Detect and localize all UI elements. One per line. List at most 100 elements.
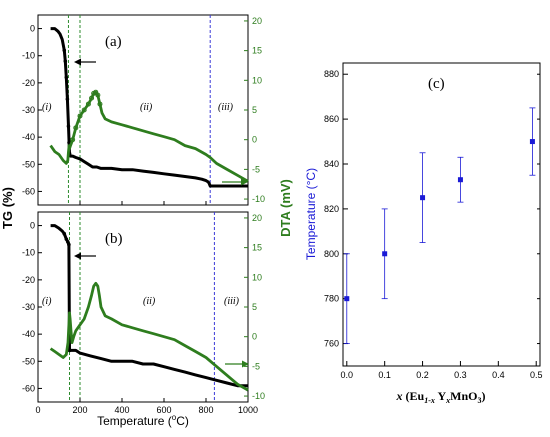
panel-b-right-tick-label-2: 10 — [252, 272, 262, 282]
panel-a-tg-point-5 — [62, 48, 67, 53]
panel-b-series-dta-line — [49, 281, 249, 392]
panel-a-right-tick-label-5: -5 — [252, 164, 260, 174]
panel-a-right-tick-label-1: 15 — [252, 46, 262, 56]
x-axis-ticks: 0 200 400 600 800 1000 — [35, 405, 258, 415]
panel-a-label: (a) — [105, 34, 122, 50]
panel-c-point-1 — [382, 251, 388, 257]
tg-axis-label: TG (%) — [0, 187, 15, 229]
panel-a-region-i: (i) — [42, 102, 52, 113]
panel-b-left-tick-label-5: -50 — [22, 356, 35, 366]
panel-b-region-iii: (iii) — [224, 296, 240, 307]
panel-c-point-4 — [529, 139, 535, 145]
panel-c-point-0 — [344, 296, 350, 302]
panel-c-point-3 — [457, 177, 463, 183]
x-tick-label-0: 0 — [35, 405, 40, 415]
panel-b-content: 0 -10 -20 -30 -40 -50 -60 20 15 10 5 0 -5 -10 — [22, 212, 265, 402]
panel-b-tg-point-8 — [67, 348, 72, 353]
panel-a-region-ii: (ii) — [140, 102, 153, 113]
panel-c-y-tick-label-3: 820 — [324, 204, 339, 214]
panel-a-left-tick-label-6: -60 — [22, 186, 35, 196]
panel-c-content: 760 780 800 820 840 860 880 0.0 0.1 0.2 0.3 0.4 0.5 — [324, 69, 543, 380]
x-tick-label-5: 1000 — [238, 405, 258, 415]
panel-b-tg-point-7 — [67, 242, 71, 247]
panel-c-xlabel: x (Eu1-x YxMnO3) — [396, 389, 486, 405]
panel-a-dta-arrow-icon — [222, 178, 248, 186]
panel-c-x-tick-label-0: 0.0 — [341, 370, 354, 380]
panel-b-left-tick-label-3: -30 — [22, 302, 35, 312]
panel-a-series-dta-line — [49, 90, 249, 183]
x-tick-label-2: 400 — [114, 405, 129, 415]
panel-b-right-tick-label-0: 20 — [252, 213, 262, 223]
panel-c-label: (c) — [428, 76, 445, 92]
panel-b-tg-point-5 — [64, 237, 69, 241]
panel-a-right-tick-label-2: 10 — [252, 75, 262, 85]
panel-c-y-tick-label-2: 800 — [324, 249, 339, 259]
panel-a-series-tg-line — [50, 27, 248, 188]
dta-axis-label: DTA (mV) — [278, 179, 293, 237]
panel-c-x-tick-label-1: 0.1 — [378, 370, 391, 380]
panel-a-dta-point-12 — [77, 113, 83, 119]
panel-a-tg-point-8 — [65, 97, 70, 101]
panel-b-right-tick-label-1: 15 — [252, 243, 262, 253]
panel-a-right-tick-label-0: 20 — [252, 16, 262, 26]
panel-a-left-tick-label-2: -20 — [22, 78, 35, 88]
panel-b-left-tick-label-1: -10 — [22, 248, 35, 258]
x-tick-label-1: 200 — [72, 405, 87, 415]
panel-a-dta-point-14 — [85, 101, 91, 107]
panel-a-dta-point-11 — [73, 125, 79, 131]
panel-a: 0 -10 -20 -30 -40 -50 -60 20 15 10 5 0 -5 -10 (a) (i)… — [22, 14, 265, 206]
panel-c-x-tick-label-3: 0.3 — [454, 370, 467, 380]
panel-b-right-tick-label-3: 5 — [252, 302, 257, 312]
panel-a-dta-point-19 — [97, 101, 103, 107]
panel-a-left-tick-label-0: 0 — [30, 24, 35, 34]
panel-c-point-2 — [420, 195, 426, 201]
panel-b-tg-point-4 — [62, 231, 67, 236]
panel-a-dta-point-15 — [89, 95, 95, 101]
panel-a-region-iii: (iii) — [218, 102, 234, 113]
panel-b-tg-arrow-icon — [74, 252, 96, 260]
panel-b-right-tick-label-5: -5 — [252, 361, 260, 371]
panel-a-right-tick-label-3: 5 — [252, 105, 257, 115]
panel-a-left-tick-label-4: -40 — [22, 132, 35, 142]
panel-a-tg-point-6 — [63, 59, 68, 63]
panel-a-dta-point-10 — [70, 137, 76, 143]
panel-c-y-tick-label-1: 780 — [324, 294, 339, 304]
x-tick-label-3: 600 — [156, 405, 171, 415]
panel-c-y-tick-label-6: 880 — [324, 69, 339, 79]
panel-c-x-tick-label-5: 0.5 — [530, 370, 543, 380]
panel-a-left-tick-label-5: -50 — [22, 159, 35, 169]
panel-c-y-tick-label-4: 840 — [324, 159, 339, 169]
panel-b-left-tick-label-4: -40 — [22, 329, 35, 339]
panel-a-dta-point-13 — [81, 107, 87, 113]
panel-b-right-tick-label-6: -10 — [252, 391, 265, 401]
panel-b-tg-point-6 — [66, 240, 70, 244]
panel-b-left-tick-label-2: -20 — [22, 275, 35, 285]
panel-a-left-tick-label-3: -30 — [22, 105, 35, 115]
panel-a-right-tick-label-4: 0 — [252, 135, 257, 145]
panel-b-region-ii: (ii) — [143, 296, 156, 307]
panel-a-left-tick-label-1: -10 — [22, 51, 35, 61]
panel-c-ylabel: Temperature (°C) — [304, 168, 318, 260]
panel-c-y-tick-label-5: 860 — [324, 114, 339, 124]
panel-b-left-tick-label-6: -60 — [22, 383, 35, 393]
panel-b-left-tick-label-0: 0 — [30, 221, 35, 231]
x-tick-label-4: 800 — [198, 405, 213, 415]
panel-a-tg-point-9 — [66, 124, 71, 129]
panel-a-content: 0 -10 -20 -30 -40 -50 -60 20 15 10 5 0 -5 -10 — [22, 15, 265, 205]
panel-a-right-tick-label-6: -10 — [252, 194, 265, 204]
panel-b-region-i: (i) — [42, 296, 52, 307]
panel-b-label: (b) — [105, 231, 123, 247]
panel-b-dta-arrow-icon — [225, 360, 249, 368]
panel-b: 0 -10 -20 -30 -40 -50 -60 20 15 10 5 0 -5 -10 (b) (i)… — [22, 211, 265, 403]
panel-a-tg-arrow-icon — [74, 58, 96, 66]
panel-c-frame — [342, 62, 541, 367]
panel-c-x-tick-label-4: 0.4 — [492, 370, 505, 380]
panel-a-dta-point-18 — [95, 92, 101, 98]
panel-b-series-tg-line — [50, 224, 248, 388]
panel-c-x-tick-label-2: 0.2 — [416, 370, 429, 380]
panel-c-y-tick-label-0: 760 — [324, 339, 339, 349]
temperature-axis-label: Temperature (oC) — [97, 413, 189, 428]
panel-b-right-tick-label-4: 0 — [252, 332, 257, 342]
